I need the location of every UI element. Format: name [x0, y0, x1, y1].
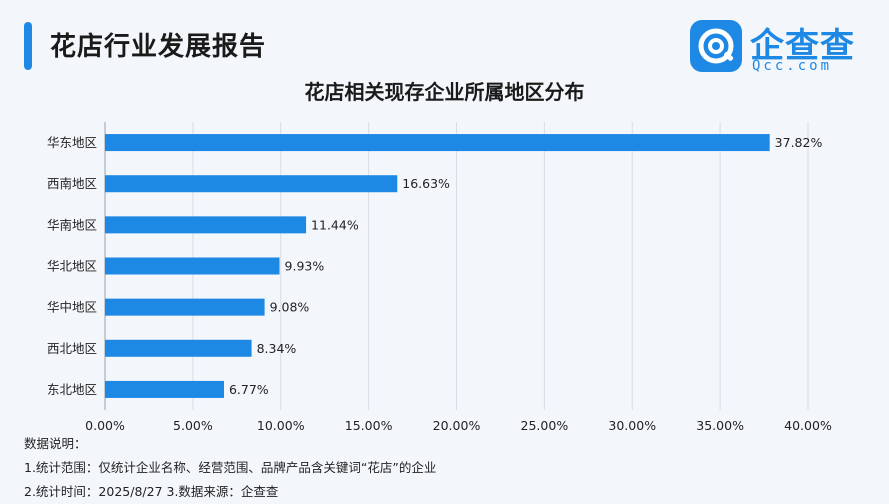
x-tick-label: 20.00%: [433, 418, 481, 433]
value-label: 9.93%: [285, 259, 325, 274]
bar: [105, 216, 307, 234]
bar: [105, 134, 770, 152]
title-accent-bar: [24, 22, 32, 70]
value-label: 8.34%: [257, 341, 297, 356]
notes-line-1: 1.统计范围：仅统计企业名称、经营范围、品牌产品含关键词“花店”的企业: [24, 460, 437, 475]
x-tick-label: 30.00%: [608, 418, 656, 433]
qcc-logo: 企查查 Qcc.com: [690, 18, 870, 74]
notes-heading: 数据说明：: [24, 436, 87, 451]
category-label: 华北地区: [47, 259, 97, 274]
value-label: 11.44%: [311, 217, 359, 232]
value-label: 6.77%: [229, 382, 269, 397]
data-notes: 数据说明： 1.统计范围：仅统计企业名称、经营范围、品牌产品含关键词“花店”的企…: [24, 432, 436, 504]
x-tick-label: 40.00%: [784, 418, 832, 433]
category-label: 华中地区: [47, 300, 97, 315]
category-label: 东北地区: [47, 382, 97, 397]
x-tick-label: 25.00%: [521, 418, 569, 433]
x-tick-label: 35.00%: [696, 418, 744, 433]
x-tick-label: 10.00%: [257, 418, 305, 433]
logo-text: 企查查: [750, 26, 855, 66]
value-label: 37.82%: [775, 135, 823, 150]
bar: [105, 175, 398, 193]
qcc-logo-icon: [690, 20, 742, 72]
x-tick-label: 5.00%: [173, 418, 213, 433]
bar: [105, 380, 224, 398]
value-label: 16.63%: [402, 176, 450, 191]
value-label: 9.08%: [270, 300, 310, 315]
bar: [105, 257, 280, 275]
notes-line-2: 2.统计时间：2025/8/27 3.数据来源：企查查: [24, 484, 279, 499]
x-tick-label: 0.00%: [85, 418, 125, 433]
category-label: 西南地区: [47, 176, 97, 191]
category-label: 西北地区: [47, 341, 97, 356]
x-tick-label: 15.00%: [345, 418, 393, 433]
bar: [105, 298, 265, 316]
logo-subtext: Qcc.com: [752, 58, 833, 74]
category-label: 华南地区: [47, 217, 97, 232]
report-title: 花店行业发展报告: [50, 32, 267, 62]
chart-title: 花店相关现存企业所属地区分布: [304, 80, 585, 104]
bar: [105, 339, 252, 357]
category-label: 华东地区: [47, 135, 97, 150]
